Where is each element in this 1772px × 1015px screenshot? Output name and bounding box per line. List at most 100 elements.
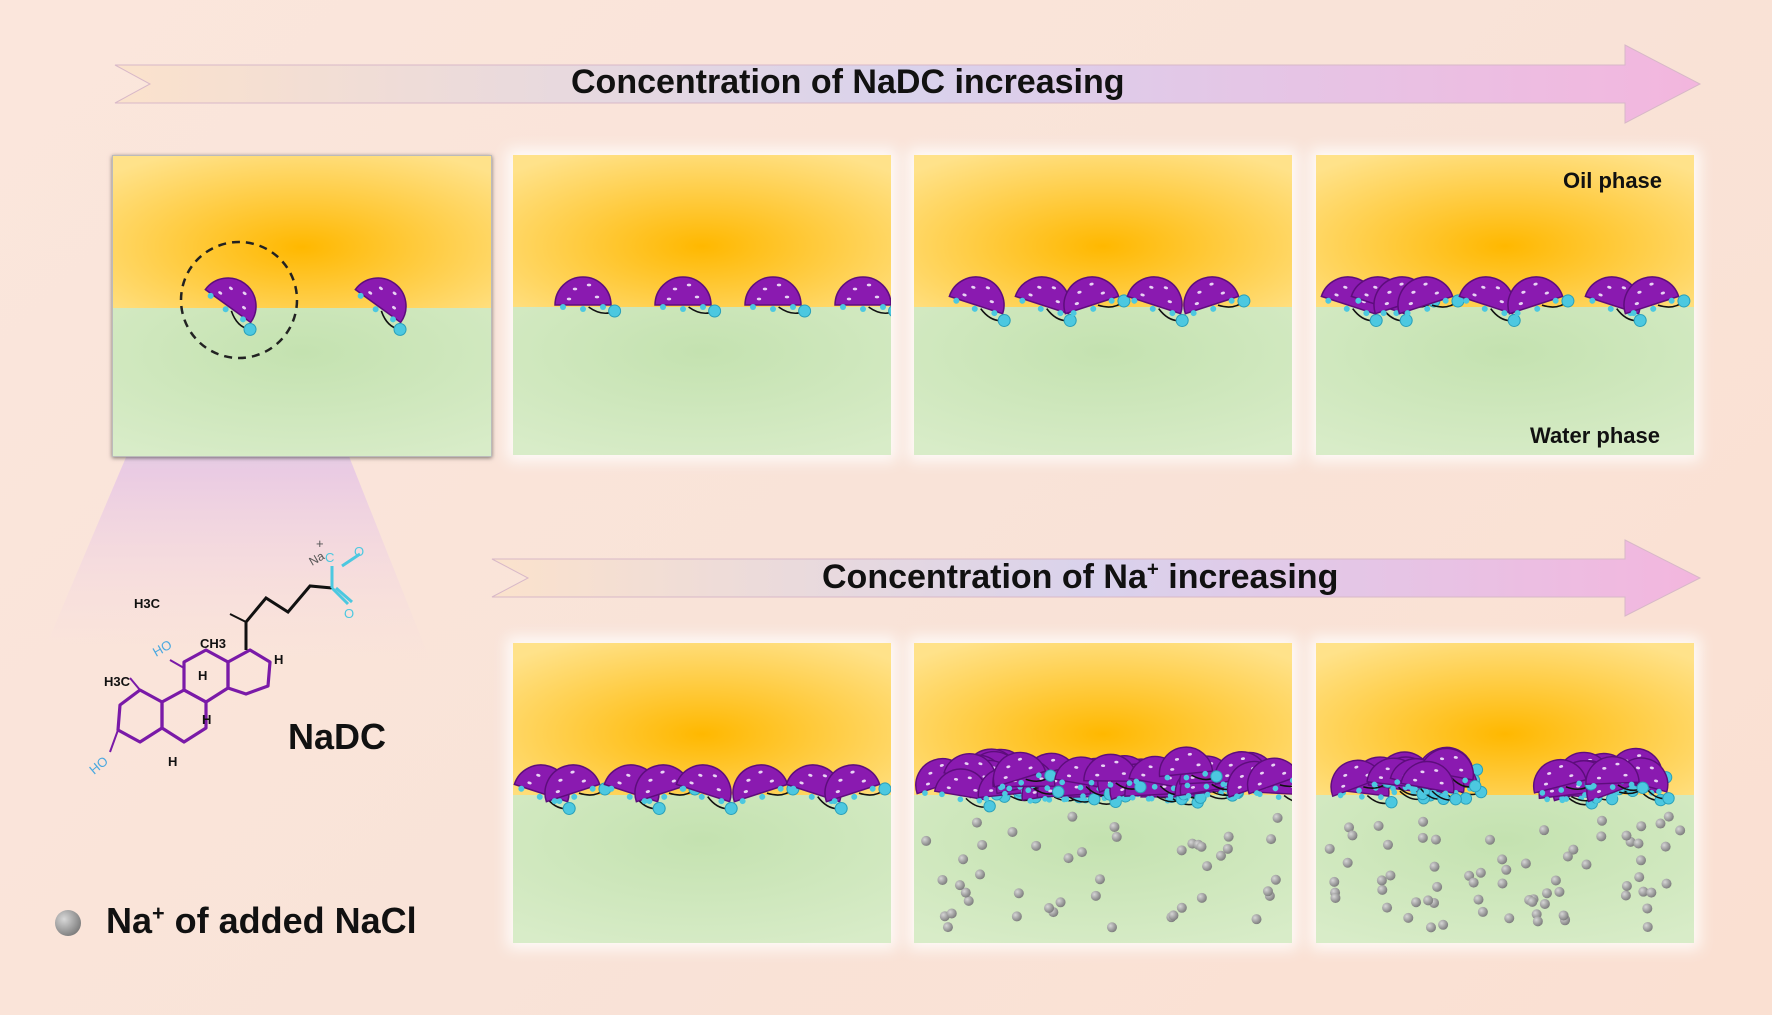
na-ion <box>1621 881 1632 892</box>
na-ion <box>1376 875 1387 886</box>
na-ion <box>1324 843 1335 854</box>
na-ion <box>1661 878 1672 889</box>
surfactant-molecule <box>1158 746 1223 783</box>
na-ion <box>1642 903 1653 914</box>
na-ion <box>1655 818 1666 829</box>
na-ion <box>1377 884 1388 895</box>
legend-label-tail: of added NaCl <box>164 900 417 941</box>
surfactant-molecule <box>544 764 612 805</box>
surfactant-molecule <box>1246 757 1292 796</box>
na-ion <box>1642 921 1653 932</box>
na-ion <box>1554 886 1565 897</box>
surfactant-molecule <box>654 276 722 318</box>
surfactant-molecule <box>948 276 1011 327</box>
na-ion <box>963 895 974 906</box>
na-ion <box>1417 832 1428 843</box>
na-ion <box>1251 914 1262 925</box>
na-ion <box>1176 845 1187 856</box>
na-ion <box>1223 831 1234 842</box>
na-ion <box>958 854 969 865</box>
na-ion <box>1090 890 1101 901</box>
arrow-bottom-label-sup: + <box>1146 558 1159 581</box>
label-c: C <box>325 550 334 565</box>
surfactant-molecule <box>354 277 407 336</box>
na-ion <box>1109 821 1120 832</box>
na-ion <box>1532 916 1543 927</box>
na-ion <box>1562 851 1573 862</box>
nadc-label: NaDC <box>288 716 387 757</box>
na-ion <box>1550 875 1561 886</box>
na-ion <box>1013 888 1024 899</box>
surfactant-molecule <box>1083 753 1147 794</box>
surfactant-molecule <box>824 764 891 805</box>
na-ion <box>1403 912 1414 923</box>
panel-na-1 <box>513 643 891 943</box>
na-ion-legend-icon <box>55 910 81 936</box>
na-ion <box>1634 872 1645 883</box>
na-ion <box>1620 890 1631 901</box>
na-ion <box>942 922 953 933</box>
surfactant-molecule <box>1063 276 1131 317</box>
water-phase-label: Water phase <box>1530 423 1661 448</box>
label-h-4: H <box>168 754 177 769</box>
na-ion <box>1373 820 1384 831</box>
na-ion <box>1196 841 1207 852</box>
na-ion <box>1168 910 1179 921</box>
surfactant-molecule <box>1126 276 1189 327</box>
label-o-1: O <box>344 606 354 621</box>
arrow-na-concentration <box>491 539 1702 617</box>
na-ion <box>1031 840 1042 851</box>
label-h3c-bottom: H3C <box>104 674 131 689</box>
na-ion <box>1063 853 1074 864</box>
na-ion <box>937 874 948 885</box>
na-ion <box>1675 825 1686 836</box>
label-h3c-top: H3C <box>134 596 161 611</box>
panel-2 <box>513 155 891 455</box>
nadc-structure: H3C HO CH3 H3C HO H H H H C O O + Na <box>86 536 364 777</box>
surfactant-molecule <box>933 768 996 813</box>
na-ion <box>1222 843 1233 854</box>
panel-3 <box>914 155 1292 455</box>
na-ion <box>1633 838 1644 849</box>
na-ion <box>1539 898 1550 909</box>
na-ion <box>1411 897 1422 908</box>
na-ion <box>954 880 965 891</box>
surfactant-molecule <box>1397 276 1465 317</box>
na-ion <box>1266 834 1277 845</box>
na-ion <box>1202 861 1213 872</box>
na-ion <box>1111 831 1122 842</box>
na-ion <box>1660 841 1671 852</box>
na-ion <box>1425 922 1436 933</box>
na-ion <box>1196 892 1207 903</box>
na-ion <box>1638 886 1649 897</box>
label-h-3: H <box>202 712 211 727</box>
na-ion <box>1468 877 1479 888</box>
na-ion <box>1475 867 1486 878</box>
na-ion <box>1385 870 1396 881</box>
legend-label-sup: + <box>152 900 165 925</box>
na-ion <box>1329 876 1340 887</box>
na-ion <box>1423 895 1434 906</box>
surfactant-molecule <box>744 276 812 318</box>
na-ion <box>1473 894 1484 905</box>
na-ion <box>946 908 957 919</box>
label-ho-bottom: HO <box>86 753 111 777</box>
surfactant-molecule <box>554 276 622 318</box>
na-ion <box>1176 902 1187 913</box>
na-ion <box>1215 850 1226 861</box>
surfactant-molecule <box>1183 276 1251 317</box>
legend-label-main: Na <box>106 900 153 941</box>
surfactant-molecule <box>1400 760 1462 806</box>
na-ion <box>1382 839 1393 850</box>
na-ion <box>1430 834 1441 845</box>
na-ion <box>1504 913 1515 924</box>
na-ion <box>1347 830 1358 841</box>
arrow-bottom-label-tail: increasing <box>1158 558 1339 596</box>
na-ion <box>1094 874 1105 885</box>
surfactant-molecule <box>834 276 891 317</box>
surfactant-molecule <box>992 751 1057 790</box>
na-ion <box>1067 811 1078 822</box>
na-ion <box>960 887 971 898</box>
surfactant-molecule <box>1623 276 1691 317</box>
na-ion <box>1558 910 1569 921</box>
